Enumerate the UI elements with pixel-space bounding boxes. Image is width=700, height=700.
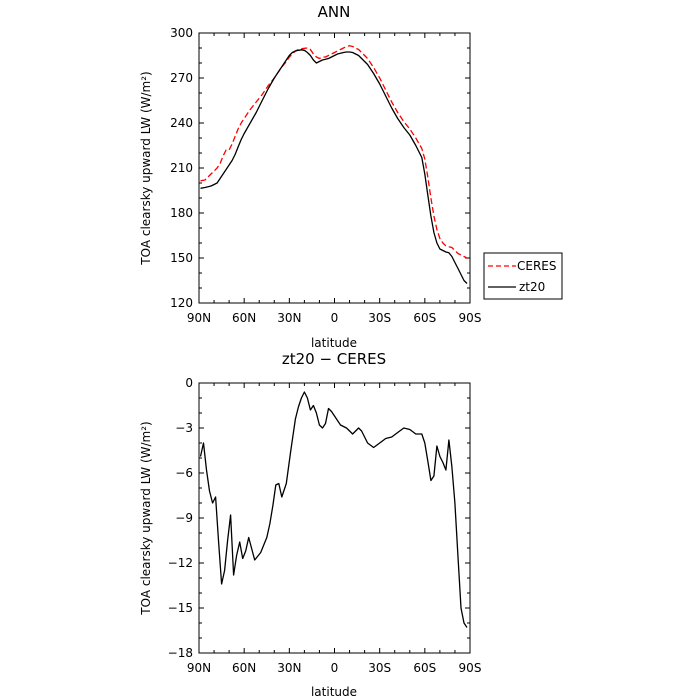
- bottom-plot-frame: [198, 382, 471, 654]
- top-y-tick-label: 120: [170, 296, 193, 310]
- top-y-tick-label: 240: [170, 116, 193, 130]
- top-y-tick-label: 180: [170, 206, 193, 220]
- top-series-line-zt20: [200, 49, 468, 284]
- top-x-tick-label: 60S: [413, 311, 436, 325]
- top-x-tick-label: 90S: [459, 311, 482, 325]
- bottom-y-tick-label: −15: [168, 601, 193, 615]
- top-x-tick-label: 30S: [368, 311, 391, 325]
- top-y-tick-label: 150: [170, 251, 193, 265]
- bottom-x-tick-label: 30N: [277, 661, 301, 675]
- bottom-x-tick-label: 30S: [368, 661, 391, 675]
- top-series-group: [200, 45, 468, 284]
- bottom-x-tick-label: 90N: [187, 661, 211, 675]
- legend-label-ceres: CERES: [517, 259, 557, 273]
- top-axis-ticks: 90N 60N 30N 0 30S 60S 90S 120 150 180 210 240 270 300: [170, 26, 481, 325]
- bottom-axis-ticks: 90N 60N 30N 0 30S 60S 90S −18 −15 −12 −9 −6 −3 0: [168, 376, 482, 675]
- bottom-x-tick-label: 60N: [232, 661, 256, 675]
- top-x-tick-label: 30N: [277, 311, 301, 325]
- legend-label-zt20: zt20: [519, 280, 545, 294]
- top-x-tick-label: 0: [331, 311, 339, 325]
- top-y-tick-label: 270: [170, 71, 193, 85]
- bottom-y-tick-label: −12: [168, 556, 193, 570]
- bottom-y-tick-label: −9: [175, 511, 193, 525]
- bottom-panel: zt20 − CERES 90N 60N 30N 0 30S 60S 90S −18 −15 −1…: [139, 350, 481, 699]
- bottom-x-axis-label: latitude: [311, 685, 357, 699]
- bottom-series-group: [199, 391, 468, 628]
- bottom-y-tick-label: −3: [175, 421, 193, 435]
- bottom-y-axis-label: TOA clearsky upward LW (W/m²): [139, 421, 153, 615]
- top-x-axis-label: latitude: [311, 336, 357, 350]
- top-x-tick-label: 60N: [232, 311, 256, 325]
- bottom-y-tick-label: −18: [168, 646, 193, 660]
- bottom-y-tick-label: −6: [175, 466, 193, 480]
- bottom-chart-title: zt20 − CERES: [282, 350, 386, 368]
- legend-box: [483, 252, 563, 300]
- top-x-tick-label: 90N: [187, 311, 211, 325]
- bottom-series-line-difference-0: [199, 391, 468, 628]
- top-chart-title: ANN: [318, 3, 351, 21]
- top-y-tick-label: 210: [170, 161, 193, 175]
- top-y-axis-label: TOA clearsky upward LW (W/m²): [139, 71, 153, 265]
- bottom-x-tick-label: 60S: [413, 661, 436, 675]
- bottom-x-tick-label: 0: [331, 661, 339, 675]
- bottom-y-tick-label: 0: [185, 376, 193, 390]
- top-series-line-ceres: [200, 45, 468, 259]
- top-y-tick-label: 300: [170, 26, 193, 40]
- bottom-x-tick-label: 90S: [459, 661, 482, 675]
- top-plot-frame: [198, 32, 471, 304]
- top-panel: ANN 90N 60N 30N 0 30S 60S 90S 120 150 180 210 240 27…: [139, 3, 563, 350]
- legend: CERES zt20: [483, 252, 563, 300]
